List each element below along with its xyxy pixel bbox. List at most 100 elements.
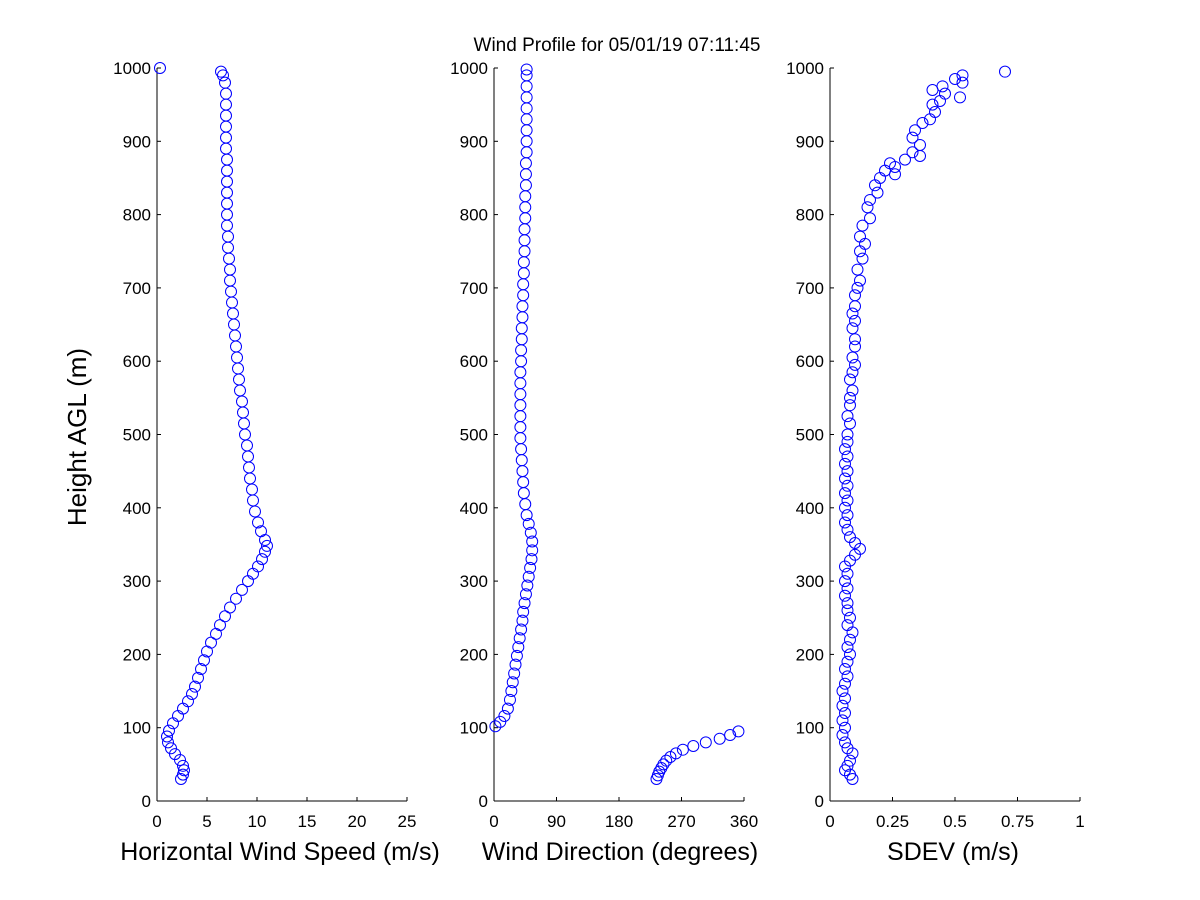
sdev-data-point (856, 219, 869, 232)
wind-direction-data-point (512, 641, 525, 654)
sdev-data-point (839, 560, 851, 573)
sdev-data-point (846, 773, 859, 786)
wind-direction-x-tick-label: 0 (489, 812, 498, 831)
sdev-data-point (846, 747, 859, 760)
wind-speed-data-point (154, 62, 166, 74)
wind-speed-y-tick-label: 700 (123, 279, 151, 298)
wind-direction-data-point (489, 720, 502, 733)
sdev-data-point (846, 322, 859, 335)
sdev-data-point (906, 131, 919, 144)
sdev-data-point (849, 358, 861, 371)
sdev-x-tick-label: 0.75 (1001, 812, 1034, 831)
wind-direction-y-tick-label: 800 (460, 206, 488, 225)
wind-direction-data-point (732, 725, 745, 738)
sdev-data-point (861, 201, 874, 214)
sdev-data-point (856, 252, 869, 265)
wind-direction-y-tick-label: 400 (460, 499, 488, 518)
wind-speed-data-point (256, 553, 268, 566)
wind-speed-data-point (162, 736, 174, 749)
sdev-data-point (836, 685, 849, 698)
sdev-data-point (934, 94, 946, 107)
sdev-data-point (924, 113, 936, 126)
wind-direction-data-point (494, 715, 507, 728)
wind-speed-data-point (189, 680, 201, 693)
wind-direction-data-point (520, 509, 533, 522)
sdev-data-point (909, 124, 921, 137)
wind-speed-x-tick-label: 5 (202, 812, 211, 831)
sdev-data-point (949, 72, 961, 85)
sdev-data-point (844, 391, 856, 404)
wind-direction-data-point (524, 526, 537, 539)
sdev-x-tick-label: 1 (1075, 812, 1084, 831)
sdev-data-point (839, 516, 851, 529)
wind-speed-data-point (167, 717, 179, 730)
wind-direction-y-tick-label: 900 (460, 132, 488, 151)
sdev-data-point (844, 648, 856, 661)
wind-speed-data-point (195, 663, 207, 676)
sdev-data-point (841, 410, 854, 423)
sdev-data-point (839, 589, 851, 602)
sdev-data-point (844, 399, 856, 412)
sdev-y-tick-label: 800 (796, 206, 824, 225)
wind-direction-data-point (516, 614, 529, 627)
sdev-data-point (954, 91, 966, 104)
wind-speed-data-point (186, 687, 198, 700)
wind-speed-y-tick-label: 200 (123, 645, 151, 664)
sdev-y-tick-label: 0 (815, 792, 824, 811)
sdev-data-point (869, 179, 881, 192)
sdev-data-point (841, 494, 854, 507)
sdev-data-point (841, 604, 854, 617)
sdev-data-point (889, 168, 901, 181)
wind-speed-data-point (163, 724, 175, 737)
sdev-data-point (851, 263, 864, 276)
sdev-data-point (839, 575, 851, 588)
sdev-data-point (839, 663, 851, 676)
sdev-data-point (844, 633, 856, 646)
wind-direction-y-tick-label: 700 (460, 279, 488, 298)
wind-direction-data-point (508, 667, 521, 680)
wind-speed-data-point (230, 592, 242, 605)
wind-direction-data-point (506, 676, 519, 689)
wind-direction-data-point (520, 63, 533, 76)
sdev-x-tick-label: 0.5 (943, 812, 967, 831)
sdev-y-tick-label: 500 (796, 426, 824, 445)
wind-direction-data-point (521, 579, 534, 592)
sdev-data-point (864, 193, 876, 206)
wind-direction-x-tick-label: 270 (667, 812, 695, 831)
wind-direction-data-point (526, 544, 539, 557)
wind-direction-y-tick-label: 200 (460, 645, 488, 664)
wind-direction-data-point (510, 649, 523, 662)
wind-direction-data-point (519, 588, 532, 601)
wind-direction-x-tick-label: 360 (730, 812, 758, 831)
sdev-y-tick-label: 1000 (786, 59, 824, 78)
sdev-data-point (841, 435, 854, 448)
sdev-y-tick-label: 200 (796, 645, 824, 664)
sdev-x-axis-label: SDEV (m/s) (887, 838, 1019, 866)
sdev-data-point (846, 366, 859, 379)
wind-speed-y-tick-label: 500 (123, 426, 151, 445)
sdev-data-point (841, 567, 854, 580)
sdev-data-point (841, 479, 854, 492)
wind-direction-data-point (526, 535, 539, 548)
wind-speed-y-tick-label: 100 (123, 719, 151, 738)
sdev-data-point (914, 149, 926, 162)
sdev-data-point (846, 626, 859, 639)
wind-speed-y-tick-label: 400 (123, 499, 151, 518)
sdev-data-point (854, 274, 866, 287)
sdev-data-point (956, 76, 969, 89)
wind-direction-y-tick-label: 1000 (450, 59, 488, 78)
wind-direction-data-point (524, 561, 537, 574)
wind-direction-data-point (517, 605, 530, 618)
sdev-data-point (844, 373, 856, 386)
sdev-data-point (846, 307, 859, 320)
wind-direction-x-tick-label: 180 (605, 812, 633, 831)
sdev-y-tick-label: 400 (796, 499, 824, 518)
sdev-data-point (839, 736, 851, 749)
wind-speed-data-point (252, 516, 264, 529)
wind-speed-x-axis-label: Horizontal Wind Speed (m/s) (120, 838, 440, 866)
wind-speed-data-point (174, 753, 186, 766)
sdev-data-point (844, 417, 856, 430)
sdev-data-point (849, 300, 861, 313)
wind-direction-y-tick-label: 600 (460, 352, 488, 371)
